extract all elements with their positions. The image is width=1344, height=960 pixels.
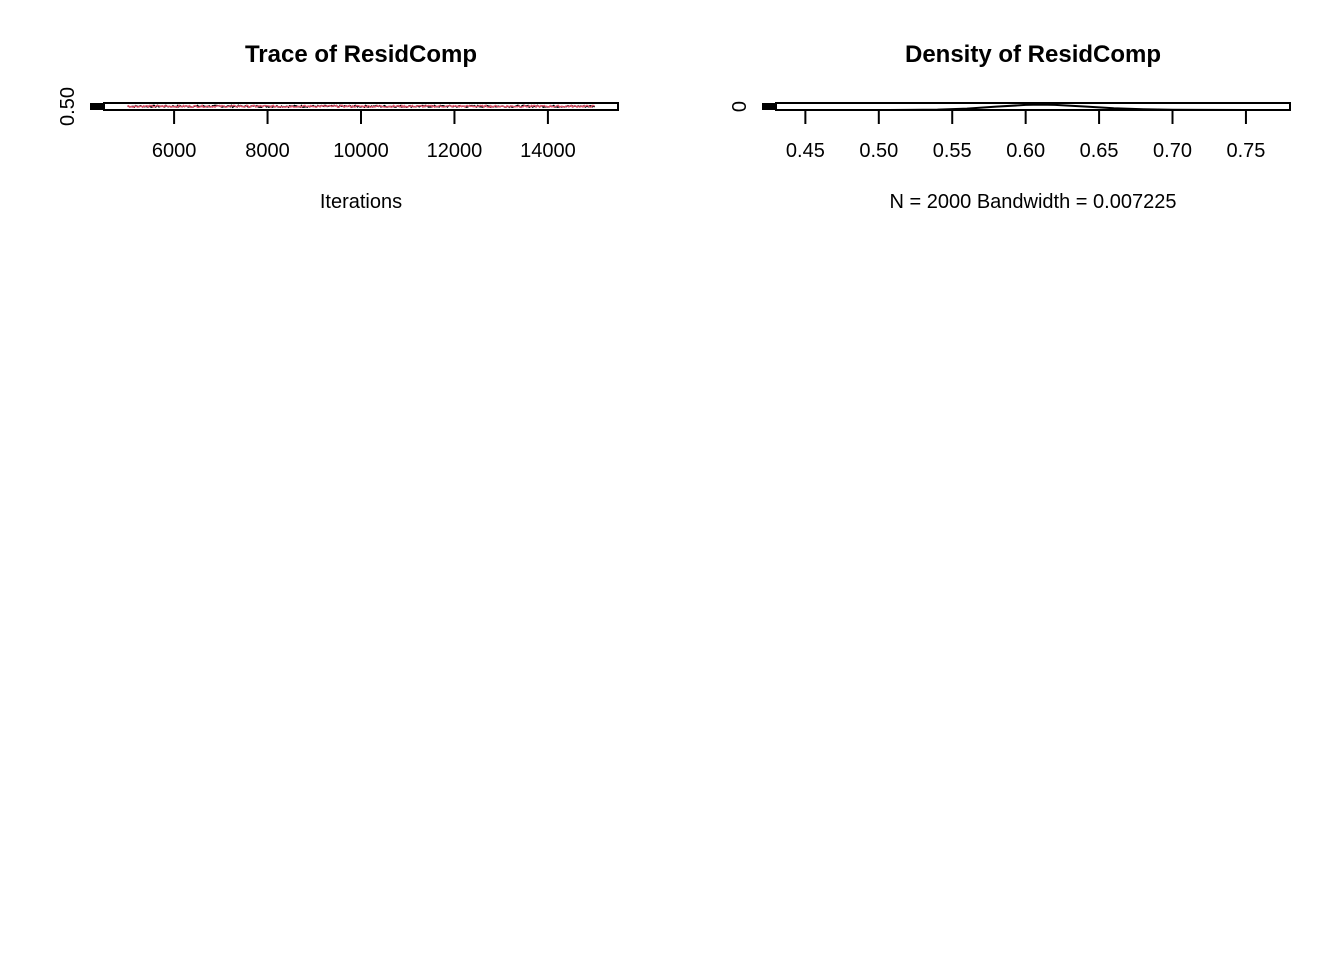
density-x-tick-label: 0.65 — [1080, 140, 1119, 162]
trace-y-tick-label: 0.50 — [57, 87, 79, 126]
density-x-tick-label: 0.45 — [786, 140, 825, 162]
density-x-axis: 0.45 0.50 0.55 0.60 0.65 0.70 0.75 — [786, 110, 1265, 162]
density-x-tick-label: 0.70 — [1153, 140, 1192, 162]
trace-title: Trace of ResidComp — [245, 41, 477, 68]
trace-x-label: Iterations — [320, 191, 402, 213]
trace-x-tick-label: 6000 — [152, 140, 197, 162]
trace-y-axis: 0.50 — [57, 87, 104, 126]
trace-x-axis: 6000 8000 10000 12000 14000 — [152, 110, 576, 162]
trace-plot: Trace of ResidComp 6000 8000 10000 12000 140… — [57, 41, 619, 213]
density-x-tick-label: 0.75 — [1226, 140, 1265, 162]
density-y-axis: 0 — [729, 101, 776, 112]
trace-lines — [127, 104, 596, 109]
density-x-tick-label: 0.55 — [933, 140, 972, 162]
density-y-tick-label: 0 — [729, 101, 751, 112]
density-title: Density of ResidComp — [905, 41, 1161, 68]
trace-x-tick-label: 14000 — [520, 140, 576, 162]
density-x-label: N = 2000 Bandwidth = 0.007225 — [890, 191, 1177, 213]
trace-x-tick-label: 8000 — [245, 140, 290, 162]
trace-x-tick-label: 10000 — [333, 140, 389, 162]
trace-x-tick-label: 12000 — [427, 140, 483, 162]
density-x-tick-label: 0.60 — [1006, 140, 1045, 162]
trace-series-2 — [127, 104, 595, 109]
density-x-tick-label: 0.50 — [859, 140, 898, 162]
density-plot: Density of ResidComp 0.45 0.50 0.55 0.60 0.6… — [729, 41, 1291, 213]
